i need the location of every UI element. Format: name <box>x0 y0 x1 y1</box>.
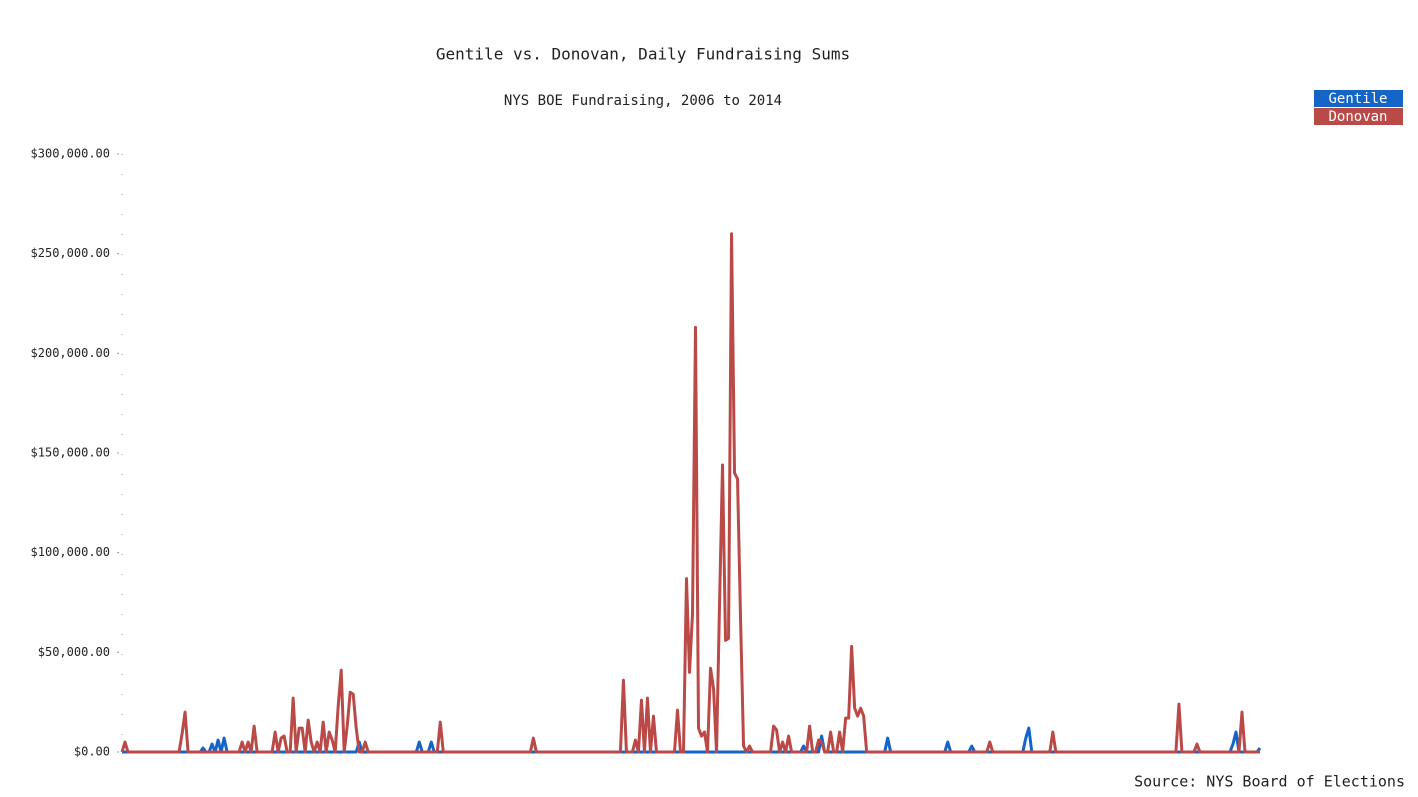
chart-subtitle: NYS BOE Fundraising, 2006 to 2014 <box>504 93 782 109</box>
series-line <box>120 232 1260 754</box>
source-note: Source: NYS Board of Elections <box>1134 773 1405 791</box>
legend-swatch <box>1314 90 1403 107</box>
legend-label: Gentile <box>1328 91 1387 107</box>
y-tick-label: $50,000.00 <box>38 645 110 659</box>
y-tick-label: $150,000.00 <box>31 446 110 460</box>
y-tick-label: $100,000.00 <box>31 545 110 559</box>
legend-label: Donovan <box>1328 109 1387 125</box>
y-tick-label: $200,000.00 <box>31 346 110 360</box>
y-tick-label: $250,000.00 <box>31 246 110 260</box>
y-tick-label: $0.00 <box>74 745 110 759</box>
chart-title: Gentile vs. Donovan, Daily Fundraising S… <box>436 45 850 64</box>
y-tick-label: $300,000.00 <box>31 147 110 161</box>
legend-swatch <box>1314 108 1403 125</box>
